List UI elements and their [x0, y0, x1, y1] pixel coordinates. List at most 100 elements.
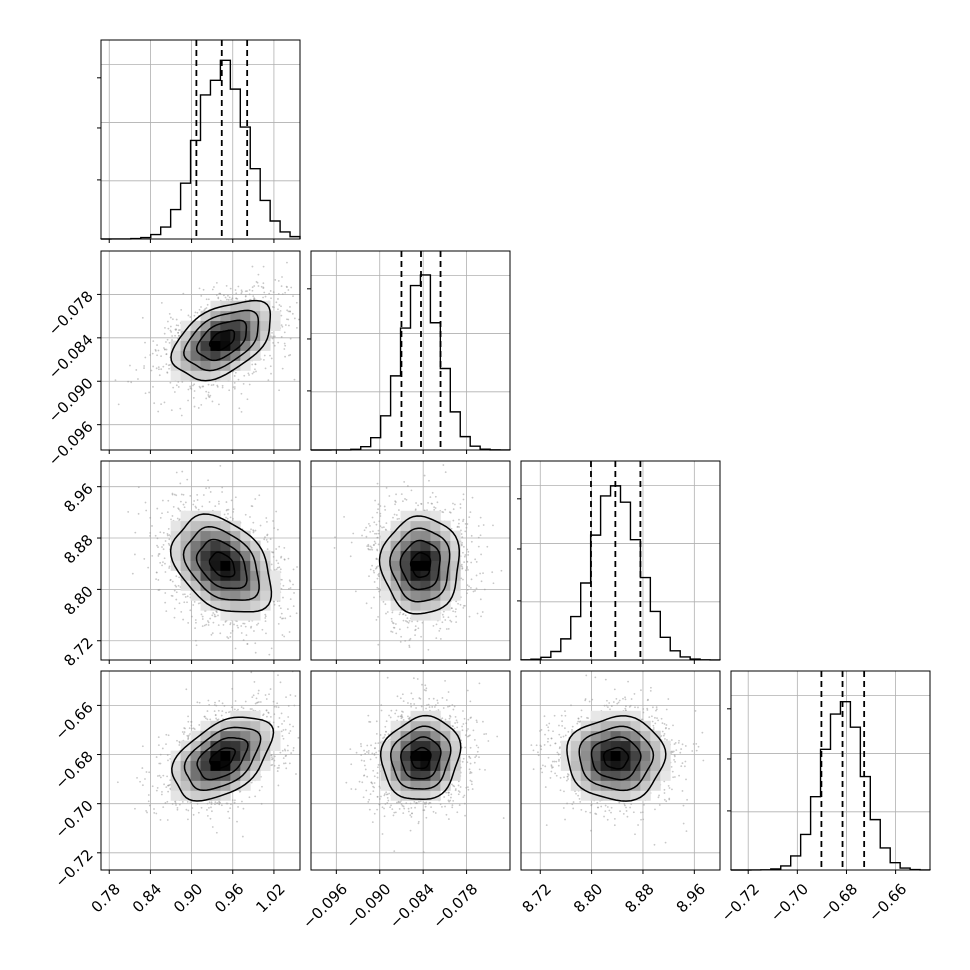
sample-point	[289, 306, 291, 308]
contour-line	[195, 538, 248, 590]
sample-point	[186, 595, 189, 598]
sample-point	[284, 355, 286, 358]
sample-point	[375, 566, 378, 569]
density-cell	[180, 580, 191, 591]
sample-point	[289, 337, 292, 340]
density-cell	[250, 540, 261, 551]
sample-point	[179, 500, 182, 503]
sample-point	[170, 331, 173, 333]
density-cell	[380, 570, 391, 581]
density-cell	[190, 330, 201, 341]
sample-point	[252, 521, 255, 524]
y-tick-label: 8.88	[60, 531, 96, 567]
density-cell	[420, 580, 431, 591]
sample-point	[240, 392, 243, 395]
sample-point	[377, 508, 379, 511]
sample-point	[452, 508, 455, 511]
sample-point	[234, 289, 237, 291]
sample-point	[175, 575, 178, 578]
sample-point	[402, 500, 404, 503]
density-cell	[380, 550, 391, 561]
density-cell	[420, 540, 431, 551]
sample-point	[191, 807, 194, 809]
sample-point	[257, 622, 260, 625]
sample-point	[277, 562, 280, 565]
density-cell	[220, 610, 231, 621]
sample-point	[192, 503, 195, 506]
panel-content	[311, 461, 510, 660]
sample-point	[225, 711, 227, 714]
sample-point	[164, 601, 167, 604]
density-cell	[240, 300, 251, 312]
sample-point	[462, 578, 464, 581]
sample-point	[279, 607, 282, 610]
sample-point	[137, 486, 140, 489]
sample-point	[466, 566, 468, 568]
sample-point	[173, 493, 176, 496]
sample-point	[283, 546, 286, 549]
sample-point	[180, 308, 183, 311]
sample-point	[450, 620, 453, 623]
density-cell	[180, 570, 191, 581]
sample-point	[462, 545, 465, 548]
sample-point	[288, 324, 290, 327]
sample-point	[373, 596, 375, 599]
sample-point	[386, 611, 389, 613]
sample-point	[174, 328, 177, 331]
contour-line	[378, 515, 461, 615]
sample-point	[241, 290, 243, 293]
density-cell	[410, 610, 421, 621]
sample-point	[279, 568, 282, 571]
density-panel-4-1	[100, 670, 301, 871]
density-cell	[270, 590, 281, 601]
sample-point	[442, 511, 445, 514]
sample-point	[394, 503, 396, 506]
sample-point	[405, 620, 407, 622]
sample-point	[217, 297, 220, 300]
sample-point	[406, 485, 409, 487]
sample-point	[283, 348, 286, 350]
sample-point	[388, 495, 391, 497]
sample-point	[205, 487, 207, 490]
sample-point	[182, 503, 185, 506]
sample-point	[434, 495, 437, 498]
sample-point	[235, 620, 238, 623]
sample-point	[210, 384, 213, 386]
sample-point	[203, 624, 206, 627]
sample-point	[152, 365, 155, 368]
density-cell	[200, 320, 211, 331]
sample-point	[292, 568, 295, 571]
sample-point	[459, 503, 462, 506]
sample-point	[178, 602, 181, 605]
sample-point	[379, 525, 382, 528]
sample-point	[420, 635, 423, 638]
sample-point	[294, 239, 296, 241]
sample-point	[369, 530, 372, 533]
sample-point	[427, 501, 429, 504]
sample-point	[436, 501, 439, 504]
sample-point	[432, 624, 435, 627]
sample-point	[367, 522, 370, 525]
sample-point	[374, 542, 377, 545]
sample-point	[248, 620, 251, 623]
sample-point	[442, 610, 445, 613]
sample-point	[426, 509, 428, 512]
sample-point	[201, 615, 204, 618]
sample-point	[277, 308, 279, 311]
sample-point	[408, 644, 411, 647]
sample-point	[460, 533, 463, 535]
sample-point	[207, 383, 210, 386]
sample-point	[272, 555, 275, 558]
sample-point	[373, 521, 376, 524]
sample-point	[193, 390, 196, 392]
density-cell	[260, 570, 271, 581]
sample-point	[374, 499, 377, 502]
sample-point	[160, 301, 163, 304]
sample-point	[385, 486, 388, 489]
sample-point	[217, 624, 220, 627]
sample-point	[377, 532, 380, 535]
sample-point	[270, 563, 273, 566]
sample-point	[162, 561, 164, 564]
sample-point	[148, 804, 151, 807]
sample-point	[221, 491, 223, 493]
